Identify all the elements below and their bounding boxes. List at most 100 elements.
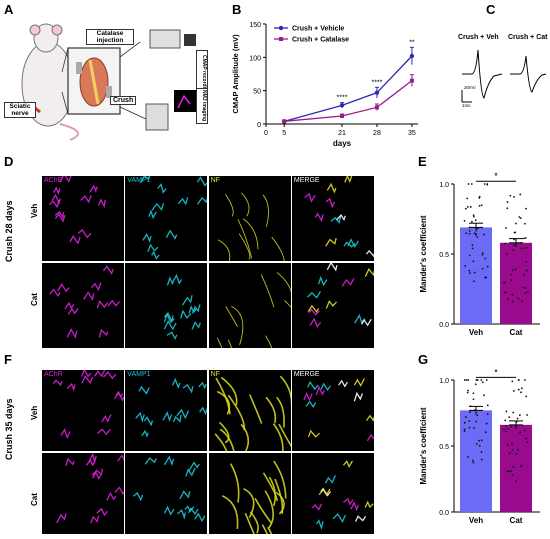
nmj-cluster xyxy=(66,327,78,339)
nerve-fiber xyxy=(240,423,249,454)
nerve-fiber xyxy=(244,512,257,539)
significance-marker: **** xyxy=(372,79,383,86)
data-dot xyxy=(517,388,520,391)
data-dot xyxy=(484,257,487,260)
nerve-fiber xyxy=(218,421,230,444)
crush-label: Crush xyxy=(110,96,137,105)
data-dot xyxy=(526,269,528,272)
nmj-cluster xyxy=(188,506,199,515)
data-dot xyxy=(472,392,475,395)
data-dot xyxy=(468,269,471,272)
nmj-cluster xyxy=(191,320,202,330)
nmj-cluster xyxy=(81,375,94,385)
data-dot xyxy=(471,247,474,250)
nmj-cluster xyxy=(56,513,67,523)
micrograph-veh-vamp1: VAMP1 xyxy=(125,370,209,452)
nmj-cluster xyxy=(353,391,363,402)
nerve-fiber xyxy=(242,218,259,250)
y-tick-label: 0 xyxy=(257,122,261,129)
data-dot xyxy=(514,268,517,270)
data-dot xyxy=(472,215,475,218)
nerve-fiber xyxy=(260,273,274,307)
nmj-cluster xyxy=(344,174,353,184)
nmj-cluster xyxy=(98,328,109,338)
nerve-fiber xyxy=(265,396,276,424)
significance-marker: ** xyxy=(409,39,415,46)
nerve-fiber xyxy=(230,305,243,345)
cmap-rig-icon xyxy=(149,29,181,49)
panel-f-row-cat: Cat xyxy=(30,493,39,506)
nerve-fiber xyxy=(279,375,293,407)
series-line-vehicle xyxy=(284,55,413,122)
nmj-cluster xyxy=(94,369,106,378)
nmj-cluster xyxy=(65,457,75,466)
data-dot xyxy=(467,456,469,458)
panel-d-group-label: Crush 28 days xyxy=(4,200,14,262)
nmj-cluster xyxy=(80,195,92,204)
data-dot xyxy=(516,417,519,420)
data-dot xyxy=(472,461,475,464)
nerve-fiber xyxy=(261,523,271,539)
nmj-cluster xyxy=(188,461,201,471)
x-tick-label: 0 xyxy=(264,130,268,137)
data-dot xyxy=(506,201,509,203)
data-dot xyxy=(511,293,514,296)
nmj-cluster xyxy=(360,318,372,326)
data-dot xyxy=(525,207,527,210)
micrograph-signal xyxy=(163,273,202,340)
nmj-cluster xyxy=(91,468,104,476)
data-dot xyxy=(517,297,520,300)
nerve-fiber xyxy=(229,462,240,503)
data-dot xyxy=(472,260,475,263)
nmj-cluster xyxy=(144,456,158,465)
scale-v-label: 20mV xyxy=(464,85,476,90)
nmj-cluster xyxy=(173,414,183,423)
nerve-fiber xyxy=(266,526,274,539)
nmj-cluster xyxy=(366,433,379,442)
nmj-cluster xyxy=(60,428,71,440)
nerve-fiber xyxy=(273,478,283,514)
panel-f-group-label: Crush 35 days xyxy=(4,398,14,460)
micrograph-cat-achr xyxy=(42,262,124,348)
channel-label-nf: NF xyxy=(210,177,220,184)
data-dot xyxy=(467,183,470,185)
nmj-cluster xyxy=(113,391,126,402)
micrograph-signal xyxy=(221,460,287,539)
data-dot xyxy=(469,411,471,413)
nerve-fiber xyxy=(264,335,274,368)
data-dot xyxy=(471,220,473,223)
data-dot xyxy=(468,232,471,235)
significance-marker: **** xyxy=(337,95,348,102)
x-tick-label: Cat xyxy=(510,328,523,337)
nmj-cluster xyxy=(326,261,338,272)
microscope-icon xyxy=(145,103,169,131)
nmj-cluster xyxy=(135,411,146,423)
channel-label-merge: MERGE xyxy=(293,177,320,184)
data-dot xyxy=(475,379,478,381)
panel-e-label: E xyxy=(418,154,427,169)
data-dot xyxy=(485,276,488,279)
nmj-cluster xyxy=(365,414,376,422)
data-dot xyxy=(480,439,483,442)
data-dot xyxy=(524,287,527,289)
data-dot xyxy=(520,391,522,394)
nerve-fiber xyxy=(275,491,285,515)
nmj-cluster xyxy=(77,229,92,239)
data-dot xyxy=(483,394,485,397)
nerve-fiber xyxy=(275,396,285,428)
data-dot xyxy=(517,449,519,451)
data-dot xyxy=(513,244,515,247)
data-dot xyxy=(521,300,524,303)
nmj-cluster xyxy=(148,209,158,220)
nmj-cluster xyxy=(309,317,321,328)
data-point xyxy=(374,105,379,110)
nmj-cluster xyxy=(304,192,316,203)
nmj-cluster xyxy=(185,467,196,477)
nmj-cluster xyxy=(330,216,342,224)
data-dot xyxy=(463,430,466,433)
data-dot xyxy=(522,286,524,289)
data-dot xyxy=(481,252,484,254)
data-dot xyxy=(510,279,513,282)
data-dot xyxy=(506,207,509,210)
nmj-cluster xyxy=(364,500,374,508)
